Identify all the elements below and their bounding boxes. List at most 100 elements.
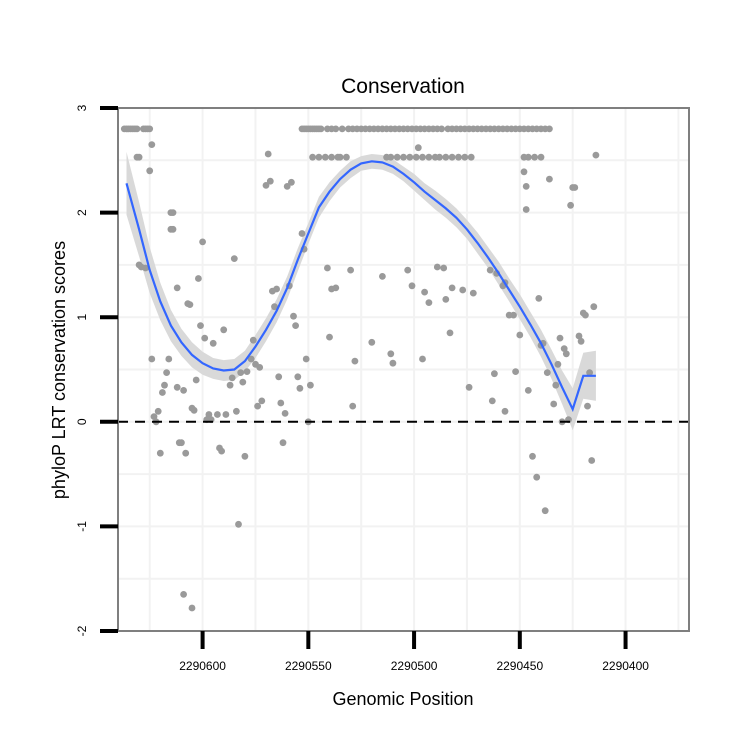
data-point [156, 449, 164, 457]
data-point [419, 355, 426, 363]
data-point [433, 263, 441, 271]
data-point [133, 125, 141, 133]
data-point [400, 153, 407, 161]
data-point [315, 153, 323, 161]
y-tick-label: 1 [75, 314, 89, 321]
data-point [307, 381, 314, 389]
data-point [491, 370, 498, 378]
data-point [279, 439, 287, 447]
data-point [262, 182, 270, 189]
y-tick-label: -2 [75, 625, 89, 636]
data-point [317, 125, 325, 133]
data-point [524, 387, 532, 394]
x-tick-label: 2290400 [602, 659, 649, 673]
x-tick-label: 2290500 [391, 659, 438, 673]
data-point [488, 397, 496, 405]
data-point [408, 282, 416, 290]
data-point [161, 381, 168, 389]
data-point [180, 387, 188, 394]
data-point [199, 238, 207, 246]
data-point [173, 383, 181, 391]
data-point [567, 201, 574, 209]
data-point [165, 355, 173, 363]
data-point [338, 125, 346, 133]
data-point [233, 407, 240, 415]
data-point [192, 376, 200, 384]
data-points [120, 125, 600, 612]
data-point [379, 273, 386, 280]
data-point [586, 369, 593, 376]
data-point [148, 355, 156, 363]
data-point [220, 326, 228, 334]
data-point [467, 153, 475, 161]
data-point [222, 411, 230, 418]
data-point [546, 125, 553, 133]
data-point [266, 177, 274, 185]
data-point [387, 350, 395, 358]
data-point [541, 507, 549, 515]
data-point [258, 397, 266, 405]
data-point [288, 178, 295, 186]
data-point [516, 331, 524, 339]
data-point [197, 322, 204, 329]
data-point [425, 153, 433, 161]
data-point [292, 322, 299, 329]
data-point [228, 374, 236, 382]
data-point [349, 402, 357, 410]
y-tick-label: 0 [75, 418, 89, 425]
data-point [186, 301, 194, 308]
data-point [590, 303, 598, 311]
data-point [531, 153, 538, 161]
data-point [455, 153, 462, 161]
data-point [173, 284, 181, 292]
y-tick-label: -1 [75, 521, 89, 532]
data-point [218, 447, 226, 455]
data-point [249, 336, 257, 344]
data-point [347, 266, 354, 274]
data-point [332, 284, 340, 292]
data-point [562, 350, 570, 358]
data-point [486, 266, 494, 274]
data-point [241, 452, 249, 460]
data-point [163, 369, 171, 376]
data-point [343, 153, 350, 161]
data-point [556, 334, 564, 342]
data-point [321, 153, 329, 161]
data-point [592, 151, 600, 159]
data-point [281, 410, 289, 417]
data-point [351, 357, 359, 365]
data-point [520, 168, 528, 176]
data-point [550, 400, 558, 408]
data-point [469, 289, 477, 297]
data-point [182, 449, 190, 457]
x-tick-label: 2290600 [179, 659, 226, 673]
data-point [368, 338, 376, 346]
data-point [205, 411, 213, 418]
data-point [302, 355, 310, 363]
data-point [510, 311, 517, 319]
data-point [448, 284, 456, 292]
data-point [237, 369, 245, 376]
data-point [387, 153, 395, 161]
data-point [298, 230, 306, 237]
data-point [393, 153, 401, 161]
data-point [247, 355, 255, 363]
data-point [190, 406, 198, 414]
data-point [501, 407, 509, 415]
data-point [459, 286, 467, 294]
data-point [524, 153, 532, 161]
data-point [537, 153, 545, 161]
data-point [235, 520, 242, 528]
data-point [277, 399, 285, 407]
data-point [582, 311, 589, 319]
data-point [275, 373, 283, 381]
data-point [332, 125, 340, 133]
data-point [135, 153, 143, 161]
data-point [290, 312, 297, 320]
data-point [283, 183, 291, 190]
data-point [324, 264, 331, 272]
axes: -2 -1 0 1 2 3 2290600 2290550 2290500 2290450 2290… [75, 104, 649, 673]
data-point [404, 266, 412, 274]
data-point [146, 167, 154, 175]
